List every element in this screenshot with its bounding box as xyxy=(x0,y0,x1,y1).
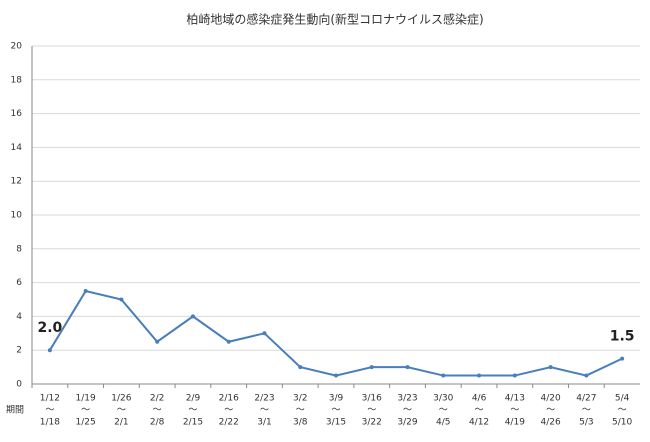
x-tick-label: 3/29 xyxy=(397,418,417,428)
y-tick-label: 8 xyxy=(16,244,22,254)
point xyxy=(548,365,553,370)
y-tick-label: 4 xyxy=(16,312,22,322)
x-tick-label: 3/9 xyxy=(329,394,344,404)
x-tick-label: 〜 xyxy=(224,406,233,416)
point xyxy=(512,373,517,378)
x-tick-label: 4/20 xyxy=(540,394,560,404)
x-tick-label: 〜 xyxy=(367,406,376,416)
x-tick-label: 4/27 xyxy=(576,394,596,404)
y-tick-label: 10 xyxy=(11,211,23,221)
x-tick-label: 2/22 xyxy=(219,418,239,428)
x-tick-label: 4/12 xyxy=(469,418,489,428)
x-tick-label: 5/3 xyxy=(579,418,593,428)
x-tick-label: 〜 xyxy=(260,406,269,416)
y-tick-label: 0 xyxy=(16,380,22,390)
x-tick-label: 2/2 xyxy=(150,394,164,404)
x-tick-label: 4/5 xyxy=(436,418,450,428)
x-tick-label: 3/30 xyxy=(433,394,453,404)
x-tick-label: 3/22 xyxy=(362,418,382,428)
x-tick-label: 5/4 xyxy=(615,394,630,404)
y-tick-label: 16 xyxy=(11,109,23,119)
y-tick-label: 20 xyxy=(11,42,23,52)
x-tick-label: 1/19 xyxy=(76,394,96,404)
x-tick-label: 〜 xyxy=(45,406,54,416)
x-tick-label: 2/23 xyxy=(254,394,274,404)
point xyxy=(83,289,88,294)
x-tick-label: 〜 xyxy=(618,406,627,416)
x-tick-label: 5/10 xyxy=(612,418,632,428)
point xyxy=(119,297,124,302)
x-tick-label: 1/26 xyxy=(111,394,131,404)
x-tick-label: 3/2 xyxy=(293,394,307,404)
x-tick-label: 2/15 xyxy=(183,418,203,428)
y-tick-label: 2 xyxy=(16,346,22,356)
point xyxy=(47,348,52,353)
x-tick-label: 〜 xyxy=(403,406,412,416)
point xyxy=(334,373,338,378)
point xyxy=(262,331,267,336)
x-tick-label: 4/19 xyxy=(505,418,525,428)
x-tick-label: 〜 xyxy=(188,406,197,416)
chart-title: 柏崎地域の感染症発生動向(新型コロナウイルス感染症) xyxy=(186,12,483,27)
x-tick-label: 1/18 xyxy=(40,418,60,428)
x-tick-label: 〜 xyxy=(582,406,591,416)
value-label: 2.0 xyxy=(37,320,62,336)
x-tick-label: 3/8 xyxy=(293,418,308,428)
point xyxy=(405,365,410,370)
x-tick-label: 2/8 xyxy=(150,418,165,428)
point xyxy=(620,356,625,361)
point xyxy=(298,365,303,370)
x-tick-label: 〜 xyxy=(153,406,162,416)
y-tick-label: 18 xyxy=(11,75,23,85)
x-tick-label: 〜 xyxy=(439,406,448,416)
point xyxy=(190,314,195,319)
x-tick-label: 2/16 xyxy=(219,394,239,404)
series-line xyxy=(49,289,623,377)
point xyxy=(441,373,446,378)
x-tick-label: 2/9 xyxy=(186,394,201,404)
x-tick-label: 3/23 xyxy=(397,394,417,404)
x-tick-label: 〜 xyxy=(117,406,126,416)
x-tick-label: 4/6 xyxy=(472,394,487,404)
x-axis-label: 期間 xyxy=(6,405,24,416)
value-label: 1.5 xyxy=(610,329,635,345)
point xyxy=(584,373,589,378)
x-tick-label: 〜 xyxy=(81,406,90,416)
x-tick-label: 4/13 xyxy=(505,394,525,404)
x-tick-label: 4/26 xyxy=(540,418,560,428)
x-tick-label: 〜 xyxy=(510,406,519,416)
x-tick-label: 〜 xyxy=(546,406,555,416)
point xyxy=(477,373,482,378)
y-tick-label: 14 xyxy=(11,143,23,153)
x-tick-label: 1/12 xyxy=(40,394,60,404)
x-tick-label: 〜 xyxy=(331,406,340,416)
x-tick-label: 2/1 xyxy=(114,418,128,428)
x-tick-label: 3/1 xyxy=(257,418,271,428)
x-tick-label: 1/25 xyxy=(76,418,96,428)
point xyxy=(226,339,231,344)
x-tick-label: 3/16 xyxy=(362,394,382,404)
y-tick-label: 12 xyxy=(11,177,22,187)
point xyxy=(369,365,374,370)
point xyxy=(155,339,160,344)
x-tick-label: 3/15 xyxy=(326,418,346,428)
y-tick-label: 6 xyxy=(16,278,22,288)
x-tick-label: 〜 xyxy=(475,406,484,416)
x-tick-label: 〜 xyxy=(296,406,305,416)
